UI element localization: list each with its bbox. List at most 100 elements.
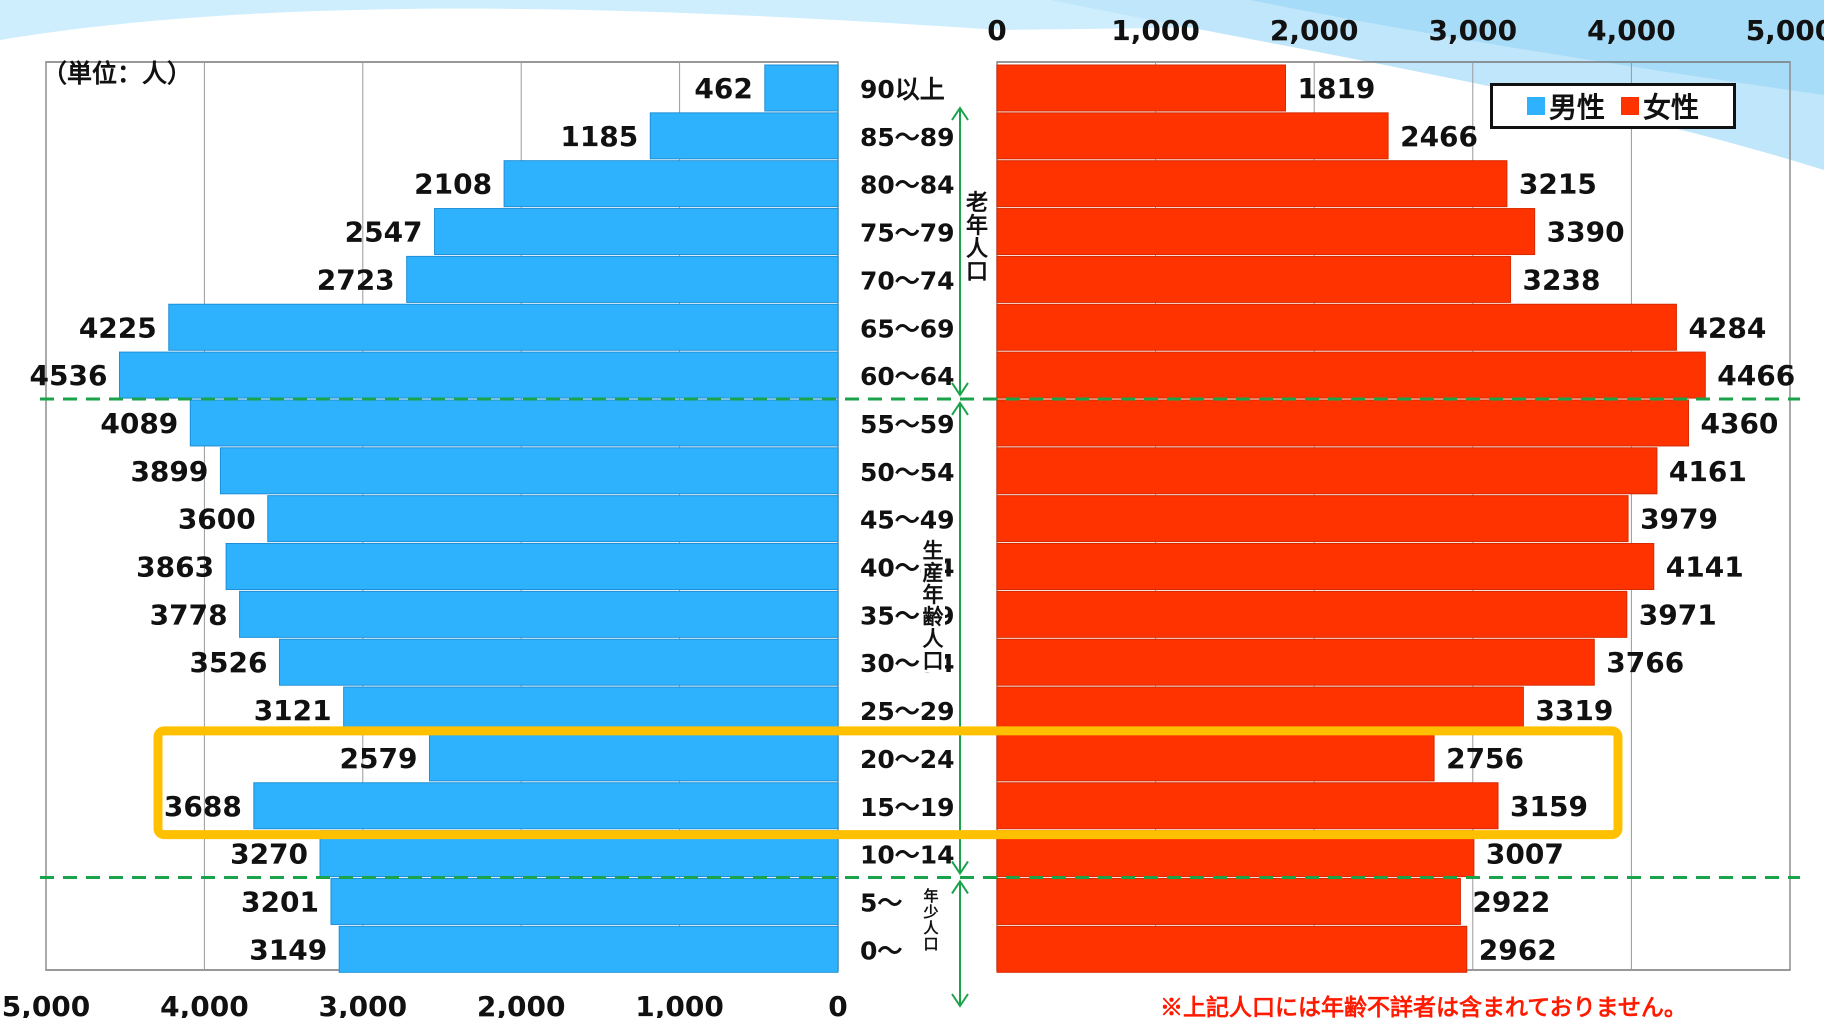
age-category-label: 10～14 xyxy=(860,841,955,870)
male-bar xyxy=(343,686,839,734)
male-data-label: 4089 xyxy=(100,407,178,440)
background-wave xyxy=(1250,0,1824,95)
female-data-label: 3159 xyxy=(1510,790,1588,823)
female-bar xyxy=(996,925,1468,973)
female-bar xyxy=(996,543,1655,590)
male-axis-tick-label: 0 xyxy=(828,990,847,1018)
annotation-youth: 年少人口 xyxy=(921,888,941,952)
annotation-working-age: 生産年齢人口 xyxy=(921,539,945,673)
female-bar xyxy=(996,638,1595,686)
male-data-label: 4536 xyxy=(30,359,108,392)
female-axis-tick-label: 1,000 xyxy=(1111,14,1200,47)
male-bar xyxy=(118,351,839,399)
female-bar xyxy=(996,112,1389,160)
female-bar xyxy=(996,208,1536,256)
legend-swatch-male xyxy=(1526,97,1545,115)
male-bar xyxy=(428,734,839,782)
male-axis-tick-label: 3,000 xyxy=(319,990,408,1018)
male-data-label: 2108 xyxy=(414,168,492,201)
male-data-label: 2579 xyxy=(340,742,418,775)
footnote: ※上記人口には年齢不詳者は含まれておりません。 xyxy=(1160,994,1687,1021)
female-data-label: 3238 xyxy=(1523,263,1601,296)
female-data-label: 3319 xyxy=(1535,694,1613,727)
bracket-arrowhead xyxy=(951,860,969,876)
female-bar xyxy=(996,782,1499,830)
bracket-arrowhead xyxy=(951,106,969,121)
female-data-label: 4284 xyxy=(1688,311,1766,344)
female-data-label: 2466 xyxy=(1400,120,1478,153)
male-bar xyxy=(168,303,839,351)
age-category-label: 0～ xyxy=(860,936,902,965)
age-category-label: 85～89 xyxy=(860,123,955,152)
female-axis-tick-label: 3,000 xyxy=(1429,14,1518,47)
female-bar xyxy=(996,495,1629,543)
male-axis-tick-label: 4,000 xyxy=(160,990,249,1018)
female-bar xyxy=(996,351,1706,399)
male-bar xyxy=(189,399,839,447)
male-bar xyxy=(649,112,839,160)
male-data-label: 3526 xyxy=(190,646,268,679)
age-category-label: 45～49 xyxy=(860,506,955,535)
female-bar xyxy=(996,255,1512,303)
age-category-label: 25～29 xyxy=(860,697,955,726)
female-data-label: 3390 xyxy=(1547,216,1625,249)
female-data-label: 2756 xyxy=(1446,742,1524,775)
female-data-label: 2962 xyxy=(1479,933,1557,966)
female-axis-tick-label: 5,000 xyxy=(1746,14,1824,47)
male-bar xyxy=(434,208,839,256)
female-data-label: 3979 xyxy=(1640,503,1718,536)
age-category-label: 15～19 xyxy=(860,793,955,822)
bracket-arrowhead xyxy=(951,879,969,895)
age-category-label: 70～74 xyxy=(860,266,955,295)
male-bar xyxy=(330,877,839,925)
male-bar xyxy=(225,543,839,590)
male-data-label: 3778 xyxy=(150,598,228,631)
age-category-label: 75～79 xyxy=(860,219,955,248)
female-data-label: 3007 xyxy=(1486,838,1564,871)
age-category-label: 80～84 xyxy=(860,171,955,200)
female-bar xyxy=(996,877,1461,925)
male-bar xyxy=(278,638,839,686)
female-axis-tick-label: 0 xyxy=(987,14,1006,47)
female-data-label: 4360 xyxy=(1700,407,1778,440)
legend-label-male: 男性 xyxy=(1548,91,1605,124)
female-data-label: 4466 xyxy=(1717,359,1795,392)
female-axis-tick-label: 4,000 xyxy=(1587,14,1676,47)
legend-item-female: 女性 xyxy=(1621,86,1699,126)
female-data-label: 3766 xyxy=(1606,646,1684,679)
female-bar xyxy=(996,734,1435,782)
female-data-label: 2922 xyxy=(1472,885,1550,918)
male-bar xyxy=(764,64,839,112)
age-category-label: 60～64 xyxy=(860,362,955,391)
female-data-label: 4161 xyxy=(1669,455,1747,488)
age-category-label: 65～69 xyxy=(860,314,955,343)
bracket-arrowhead xyxy=(951,382,969,397)
male-bar xyxy=(406,255,839,303)
age-category-label: 90以上 xyxy=(860,75,945,104)
male-data-label: 3863 xyxy=(136,551,214,584)
female-bar xyxy=(996,160,1508,208)
male-data-label: 3121 xyxy=(254,694,332,727)
female-bar xyxy=(996,64,1286,112)
female-data-label: 1819 xyxy=(1297,72,1375,105)
legend-label-female: 女性 xyxy=(1643,91,1700,124)
female-data-label: 4141 xyxy=(1666,551,1744,584)
male-bar xyxy=(267,495,839,543)
age-category-label: 20～24 xyxy=(860,745,955,774)
male-bar xyxy=(219,447,839,495)
age-category-label: 55～59 xyxy=(860,410,955,439)
female-data-label: 3215 xyxy=(1519,168,1597,201)
male-axis-tick-label: 5,000 xyxy=(2,990,91,1018)
male-data-label: 3201 xyxy=(241,885,319,918)
age-category-label: 50～54 xyxy=(860,458,955,487)
male-data-label: 1185 xyxy=(560,120,638,153)
male-data-label: 2723 xyxy=(317,263,395,296)
annotation-elderly: 老年人口 xyxy=(965,191,989,285)
bracket-arrowhead xyxy=(951,401,969,416)
bracket-arrowhead xyxy=(951,993,969,1008)
male-bar xyxy=(338,925,839,973)
male-data-label: 3688 xyxy=(164,790,242,823)
male-bar xyxy=(239,590,839,638)
